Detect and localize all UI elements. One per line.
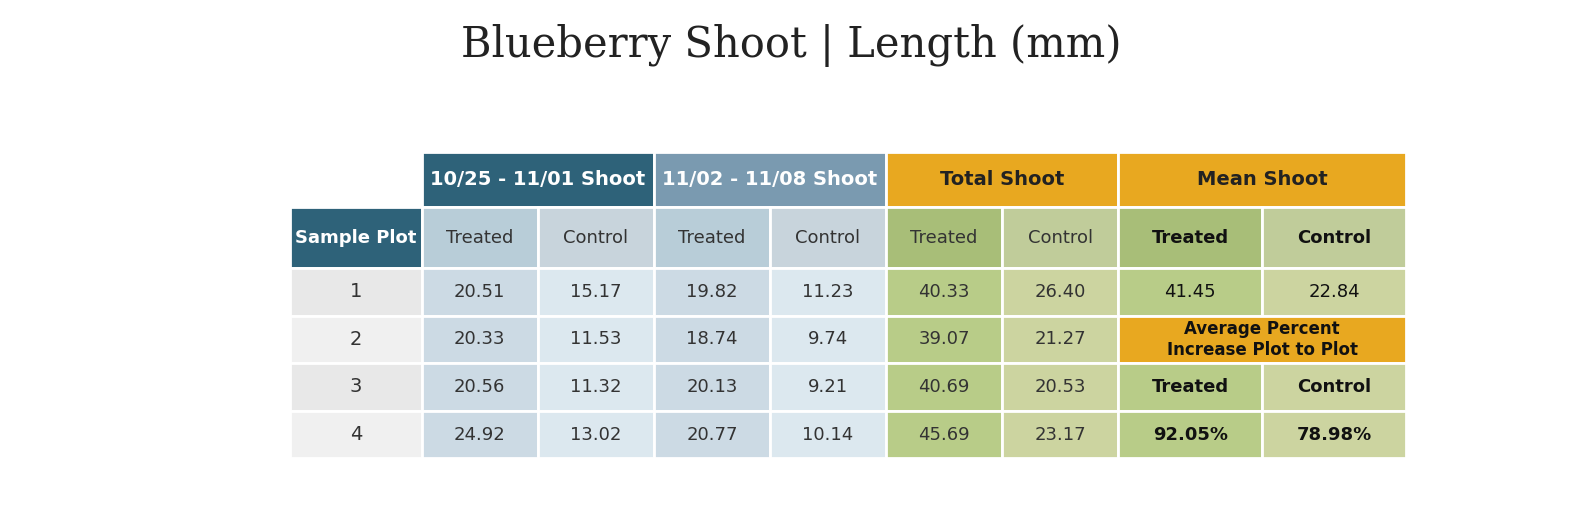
Bar: [886, 411, 1002, 458]
Text: 3: 3: [350, 377, 363, 397]
Bar: [886, 207, 1002, 268]
Bar: [1002, 411, 1118, 458]
Text: Treated: Treated: [910, 228, 978, 246]
Text: 4: 4: [350, 425, 363, 444]
Text: 20.33: 20.33: [454, 331, 505, 348]
Bar: [654, 411, 769, 458]
Text: 1: 1: [350, 282, 363, 301]
Bar: [1118, 315, 1406, 363]
Text: 13.02: 13.02: [570, 425, 622, 443]
Text: 22.84: 22.84: [1309, 283, 1360, 301]
Bar: [290, 207, 421, 268]
Text: 11.32: 11.32: [570, 378, 622, 396]
Bar: [654, 207, 769, 268]
Bar: [654, 268, 769, 315]
Bar: [769, 363, 886, 411]
Text: Control: Control: [1296, 228, 1371, 246]
Bar: [886, 151, 1118, 207]
Bar: [421, 268, 538, 315]
Bar: [886, 363, 1002, 411]
Text: Treated: Treated: [678, 228, 746, 246]
Bar: [1262, 268, 1406, 315]
Text: 21.27: 21.27: [1034, 331, 1086, 348]
Text: Treated: Treated: [446, 228, 513, 246]
Text: 11.23: 11.23: [803, 283, 853, 301]
Text: 2: 2: [350, 330, 363, 349]
Text: 45.69: 45.69: [918, 425, 970, 443]
Text: Treated: Treated: [1152, 378, 1228, 396]
Bar: [290, 151, 421, 207]
Text: 26.40: 26.40: [1035, 283, 1086, 301]
Text: 18.74: 18.74: [685, 331, 738, 348]
Text: 41.45: 41.45: [1165, 283, 1216, 301]
Text: Total Shoot: Total Shoot: [940, 170, 1064, 189]
Text: Control: Control: [1296, 378, 1371, 396]
Bar: [1262, 411, 1406, 458]
Bar: [769, 411, 886, 458]
Text: Blueberry Shoot | Length (mm): Blueberry Shoot | Length (mm): [461, 24, 1122, 67]
Bar: [421, 207, 538, 268]
Text: 23.17: 23.17: [1034, 425, 1086, 443]
Bar: [654, 151, 886, 207]
Text: 11.53: 11.53: [570, 331, 622, 348]
Text: Mean Shoot: Mean Shoot: [1197, 170, 1328, 189]
Bar: [886, 268, 1002, 315]
Bar: [290, 315, 421, 363]
Bar: [1262, 207, 1406, 268]
Bar: [1262, 363, 1406, 411]
Bar: [1118, 411, 1262, 458]
Bar: [290, 411, 421, 458]
Bar: [1002, 315, 1118, 363]
Text: Control: Control: [795, 228, 861, 246]
Text: 19.82: 19.82: [685, 283, 738, 301]
Bar: [290, 268, 421, 315]
Bar: [654, 363, 769, 411]
Bar: [1002, 268, 1118, 315]
Bar: [421, 151, 654, 207]
Text: 15.17: 15.17: [570, 283, 622, 301]
Text: 10/25 - 11/01 Shoot: 10/25 - 11/01 Shoot: [431, 170, 646, 189]
Bar: [1002, 207, 1118, 268]
Bar: [421, 411, 538, 458]
Bar: [1118, 207, 1262, 268]
Bar: [538, 363, 654, 411]
Bar: [290, 363, 421, 411]
Text: 10.14: 10.14: [803, 425, 853, 443]
Bar: [421, 315, 538, 363]
Text: 20.51: 20.51: [454, 283, 505, 301]
Bar: [1118, 268, 1262, 315]
Text: 78.98%: 78.98%: [1296, 425, 1372, 443]
Text: Control: Control: [1027, 228, 1092, 246]
Bar: [654, 315, 769, 363]
Text: 92.05%: 92.05%: [1152, 425, 1228, 443]
Bar: [538, 315, 654, 363]
Text: 9.21: 9.21: [807, 378, 848, 396]
Text: 9.74: 9.74: [807, 331, 848, 348]
Text: Treated: Treated: [1152, 228, 1228, 246]
Bar: [538, 268, 654, 315]
Bar: [886, 315, 1002, 363]
Bar: [1118, 151, 1406, 207]
Text: Average Percent
Increase Plot to Plot: Average Percent Increase Plot to Plot: [1167, 320, 1358, 359]
Text: 20.56: 20.56: [454, 378, 505, 396]
Text: 39.07: 39.07: [918, 331, 970, 348]
Bar: [1118, 363, 1262, 411]
Bar: [769, 268, 886, 315]
Bar: [769, 315, 886, 363]
Text: 20.13: 20.13: [685, 378, 738, 396]
Bar: [1002, 363, 1118, 411]
Text: 40.33: 40.33: [918, 283, 970, 301]
Bar: [538, 207, 654, 268]
Bar: [538, 411, 654, 458]
Text: 11/02 - 11/08 Shoot: 11/02 - 11/08 Shoot: [662, 170, 877, 189]
Text: Sample Plot: Sample Plot: [294, 228, 416, 246]
Text: 20.77: 20.77: [685, 425, 738, 443]
Text: 40.69: 40.69: [918, 378, 970, 396]
Text: 24.92: 24.92: [454, 425, 505, 443]
Text: 20.53: 20.53: [1034, 378, 1086, 396]
Bar: [421, 363, 538, 411]
Text: Control: Control: [564, 228, 628, 246]
Bar: [769, 207, 886, 268]
